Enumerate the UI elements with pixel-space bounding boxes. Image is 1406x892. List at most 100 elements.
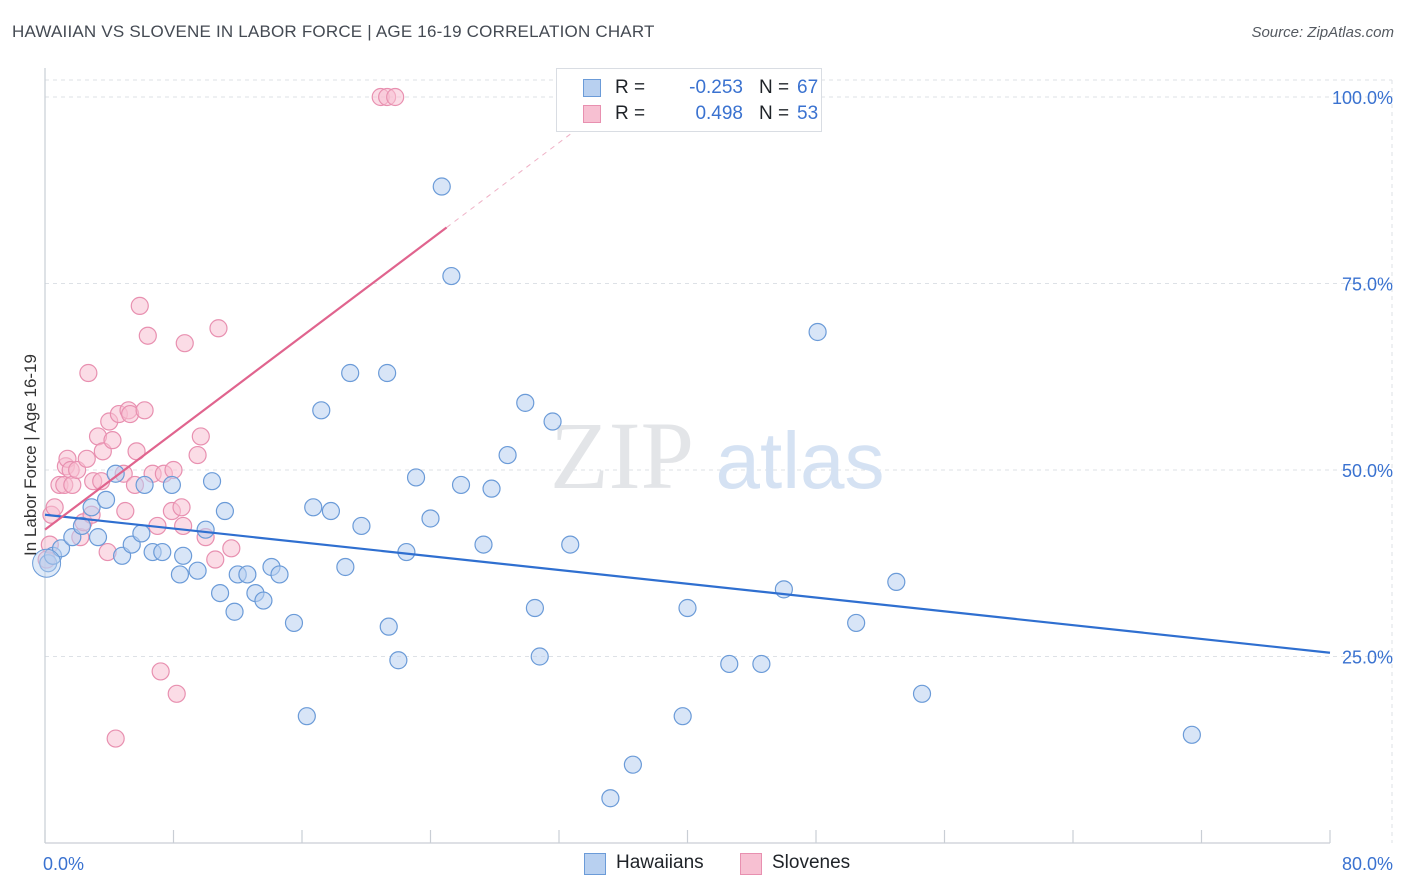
hawaiians-point xyxy=(336,557,355,577)
hawaiians-point xyxy=(188,561,207,580)
slovenes-swatch xyxy=(583,105,601,123)
hawaiians-point xyxy=(297,707,316,726)
watermark-atlas: atlas xyxy=(716,416,885,505)
axes xyxy=(44,68,1331,844)
hawaiians-point xyxy=(530,647,549,666)
slovenes-point xyxy=(151,662,170,681)
legend-n-value: 67 xyxy=(797,77,819,98)
slovenes-point xyxy=(164,460,183,480)
legend-r-label: R = xyxy=(615,77,646,98)
hawaiians-point xyxy=(451,475,471,495)
hawaiians-swatch xyxy=(584,853,606,875)
hawaiians-point xyxy=(96,490,116,509)
hawaiians-point xyxy=(516,393,535,412)
slovenes-point xyxy=(206,550,225,569)
hawaiians-point xyxy=(270,565,289,584)
hawaiians-point xyxy=(153,542,172,562)
slovenes-trend-line xyxy=(44,226,448,531)
legend-n-value: 53 xyxy=(797,103,819,124)
hawaiians-point xyxy=(321,501,341,521)
slovenes-point xyxy=(188,445,207,465)
hawaiians-point xyxy=(543,412,562,431)
hawaiians-point xyxy=(254,591,273,610)
legend-r-value: 0.498 xyxy=(695,103,743,124)
slovenes-point xyxy=(103,431,122,450)
hawaiians-point xyxy=(379,617,398,636)
slovenes-points xyxy=(37,87,405,748)
hawaiians-point xyxy=(72,516,92,536)
slovenes-trend-extension xyxy=(446,130,576,228)
source-label: Source: ZipAtlas.com xyxy=(1251,24,1394,41)
slovenes-point xyxy=(106,729,125,748)
legend-label-hawaiians: Hawaiians xyxy=(616,852,704,873)
slovenes-point xyxy=(138,326,157,345)
slovenes-swatch xyxy=(740,853,762,875)
legend-r-value: -0.253 xyxy=(689,77,743,98)
legend-label-slovenes: Slovenes xyxy=(772,852,851,873)
hawaiians-point xyxy=(623,755,642,774)
hawaiians-point xyxy=(1182,725,1201,744)
slovenes-point xyxy=(174,516,193,536)
slovenes-point xyxy=(172,498,191,517)
y-axis-label: In Labor Force | Age 16-19 xyxy=(21,354,40,556)
y-tick-label: 100.0% xyxy=(1332,88,1393,108)
slovenes-point xyxy=(222,539,241,558)
legend-r-label: R = xyxy=(615,103,646,124)
slovenes-point xyxy=(130,296,149,315)
trend-lines xyxy=(44,130,1331,654)
slovenes-point xyxy=(386,87,405,107)
hawaiians-point xyxy=(82,498,101,517)
hawaiians-point xyxy=(304,498,323,517)
y-tick-label: 50.0% xyxy=(1342,461,1393,481)
hawaiians-point xyxy=(106,464,125,483)
hawaiians-point xyxy=(196,520,215,539)
hawaiians-swatch xyxy=(583,79,601,97)
hawaiians-point xyxy=(432,177,451,196)
hawaiians-point xyxy=(808,322,827,342)
hawaiians-point xyxy=(174,546,193,565)
slovenes-point xyxy=(209,319,228,338)
watermark-zip: ZIP xyxy=(550,402,694,509)
hawaiians-trend-line xyxy=(44,513,1331,654)
slovenes-point xyxy=(191,427,210,446)
slovenes-point xyxy=(135,401,154,420)
legend-n-label: N = xyxy=(759,103,790,124)
slovenes-point xyxy=(116,501,135,521)
slovenes-point xyxy=(175,334,194,353)
hawaiians-point xyxy=(132,524,151,543)
hawaiians-point xyxy=(912,684,932,703)
x-tick-label-min: 0.0% xyxy=(43,854,84,874)
hawaiians-point xyxy=(561,535,580,554)
hawaiians-point xyxy=(406,468,426,487)
hawaiians-point xyxy=(284,613,304,633)
chart-title: HAWAIIAN VS SLOVENE IN LABOR FORCE | AGE… xyxy=(12,22,655,41)
hawaiians-point xyxy=(482,479,501,498)
hawaiians-point xyxy=(847,613,866,633)
legend-n-label: N = xyxy=(759,77,790,98)
hawaiians-point xyxy=(678,598,697,618)
hawaiians-point xyxy=(312,401,331,420)
hawaiians-point xyxy=(601,789,620,808)
hawaiians-point xyxy=(32,548,62,578)
slovenes-point xyxy=(79,363,98,383)
hawaiians-point xyxy=(887,572,906,592)
hawaiians-point xyxy=(202,472,222,491)
hawaiians-point xyxy=(442,266,461,286)
hawaiians-point xyxy=(51,539,71,558)
hawaiians-point xyxy=(720,654,739,674)
slovenes-point xyxy=(77,449,96,468)
hawaiians-point xyxy=(352,516,371,536)
y-tick-label: 25.0% xyxy=(1342,648,1393,668)
hawaiians-point xyxy=(341,363,360,383)
hawaiians-point xyxy=(498,445,517,465)
hawaiians-point xyxy=(225,602,244,621)
legend: R = -0.253 N = 67 R = 0.498 N = 53 xyxy=(556,68,822,132)
x-tick-label-max: 80.0% xyxy=(1342,854,1393,874)
hawaiians-point xyxy=(135,475,154,495)
y-tick-label: 75.0% xyxy=(1342,275,1393,295)
hawaiians-points xyxy=(32,177,1201,808)
hawaiians-point xyxy=(215,501,234,521)
hawaiians-point xyxy=(378,363,397,383)
tick-labels: 100.0% 75.0% 50.0% 25.0% 0.0% 80.0% xyxy=(43,88,1393,874)
